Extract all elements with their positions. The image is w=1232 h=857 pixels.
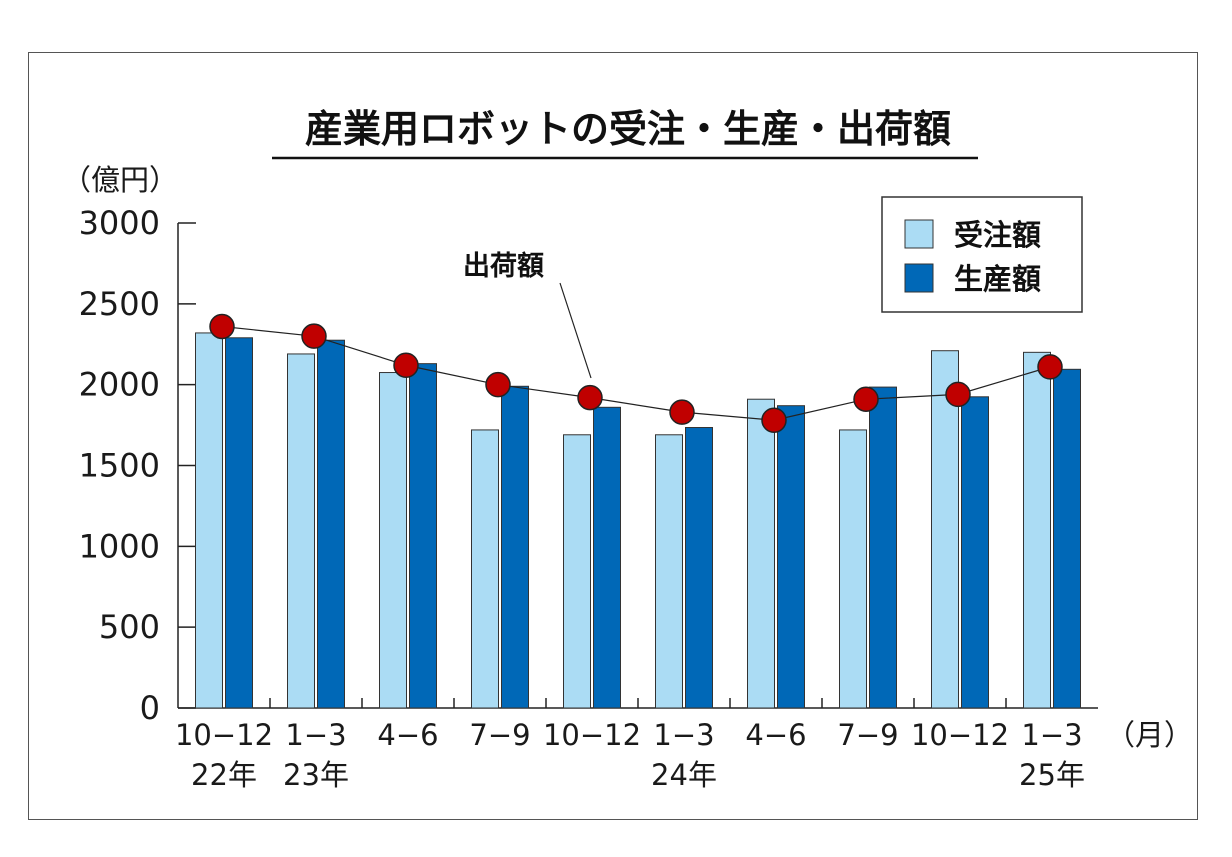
shipment-marker — [577, 384, 603, 411]
bar-production — [1053, 368, 1081, 709]
bar-production — [225, 337, 253, 709]
x-tick-label: 10−12 — [543, 718, 641, 752]
bars — [195, 332, 1081, 709]
legend-swatch-production — [904, 263, 934, 293]
bar-orders — [471, 429, 499, 709]
x-tick-label: 10−12 — [911, 718, 1009, 752]
shipment-annotation-leader — [559, 282, 592, 379]
bar-orders — [195, 332, 223, 709]
shipment-line — [209, 313, 1063, 433]
shipment-line-path — [221, 325, 1051, 421]
bar-orders — [655, 434, 683, 709]
x-tick-label: 1−3 — [653, 718, 714, 752]
bar-orders — [931, 350, 959, 709]
x-year-label: 23年 — [283, 758, 349, 792]
bar-orders — [747, 398, 775, 709]
bar-orders — [287, 353, 315, 709]
y-tick-label: 500 — [99, 608, 160, 646]
bar-production — [501, 385, 529, 709]
x-tick-label: 1−3 — [285, 718, 346, 752]
x-tick-label: 4−6 — [745, 718, 806, 752]
legend-swatch-orders — [904, 219, 934, 249]
bar-production — [869, 386, 897, 709]
shipment-marker — [669, 399, 695, 425]
y-tick-label: 2000 — [79, 366, 160, 404]
x-tick-label: 10−12 — [175, 718, 273, 752]
shipment-marker — [945, 381, 971, 408]
x-tick-label: 7−9 — [837, 718, 898, 752]
x-tick-label: 4−6 — [377, 718, 438, 752]
shipment-marker — [761, 407, 787, 433]
shipment-marker — [209, 313, 235, 340]
shipment-marker — [393, 352, 419, 379]
bar-production — [685, 427, 713, 709]
bar-production — [961, 396, 989, 709]
bar-production — [409, 363, 437, 709]
bar-orders — [379, 372, 407, 709]
shipment-marker — [485, 371, 511, 398]
legend-label-orders: 受注額 — [954, 218, 1041, 252]
bar-production — [317, 339, 345, 709]
y-tick-label: 1000 — [79, 527, 160, 565]
axis-labels: 3000 2500 2000 1500 1000 500 0 10−12 22年 1−3 23年 4−… — [79, 204, 1193, 792]
bar-production — [593, 406, 621, 709]
legend: 受注額 生産額 — [881, 196, 1083, 313]
x-year-label: 25年 — [1019, 758, 1085, 792]
chart-frame — [28, 52, 1198, 820]
shipment-annotation: 出荷額 — [463, 251, 544, 282]
x-tick-label: 7−9 — [469, 718, 530, 752]
x-tick-label: 1−3 — [1021, 718, 1082, 752]
shipment-marker — [301, 323, 327, 349]
bar-orders — [839, 429, 867, 709]
legend-label-production: 生産額 — [954, 262, 1041, 296]
y-axis-unit: （億円） — [62, 163, 178, 197]
shipment-marker — [1037, 354, 1063, 380]
bar-orders — [563, 434, 591, 709]
x-axis-unit: （月） — [1106, 718, 1193, 752]
y-tick-label: 0 — [140, 689, 160, 727]
shipment-marker — [853, 386, 879, 412]
y-tick-label: 3000 — [79, 204, 160, 242]
x-year-label: 24年 — [651, 758, 717, 792]
chart-title: 産業用ロボットの受注・生産・出荷額 — [305, 107, 951, 151]
y-tick-label: 1500 — [79, 447, 160, 485]
legend-box — [881, 196, 1083, 313]
bar-production — [777, 405, 805, 709]
x-year-label: 22年 — [191, 758, 257, 792]
bar-orders — [1023, 351, 1051, 709]
y-tick-label: 2500 — [79, 285, 160, 323]
